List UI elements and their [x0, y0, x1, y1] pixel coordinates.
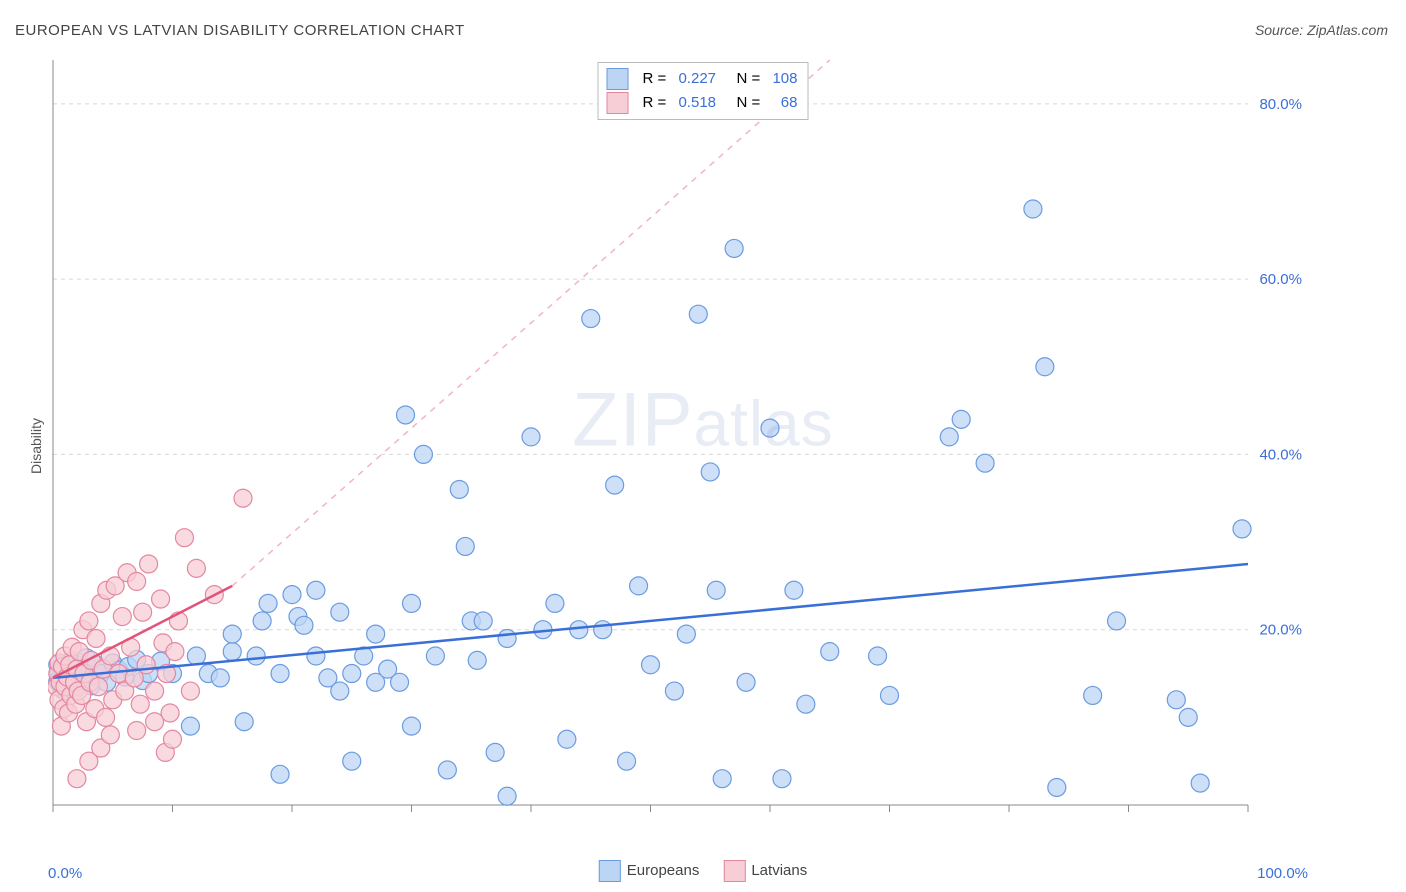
y-axis-label: Disability [28, 418, 44, 474]
svg-text:60.0%: 60.0% [1259, 271, 1302, 288]
x-axis-min-label: 0.0% [48, 865, 82, 882]
chart-title: EUROPEAN VS LATVIAN DISABILITY CORRELATI… [15, 22, 465, 39]
source-credit: Source: ZipAtlas.com [1255, 22, 1388, 38]
legend-stats-box: R = 0.227 N = 108R = 0.518 N = 68 [598, 62, 809, 120]
legend-stat-row: R = 0.518 N = 68 [607, 91, 798, 115]
scatter-plot: 20.0% 40.0% 60.0% 80.0% [48, 55, 1308, 835]
legend-stat-row: R = 0.227 N = 108 [607, 67, 798, 91]
x-axis-max-label: 100.0% [1257, 865, 1308, 882]
legend-item: Europeans [599, 860, 700, 882]
legend-bottom: Europeans Latvians [599, 860, 807, 882]
svg-text:80.0%: 80.0% [1259, 96, 1302, 113]
svg-text:40.0%: 40.0% [1259, 446, 1302, 463]
legend-item: Latvians [723, 860, 807, 882]
svg-text:20.0%: 20.0% [1259, 622, 1302, 639]
